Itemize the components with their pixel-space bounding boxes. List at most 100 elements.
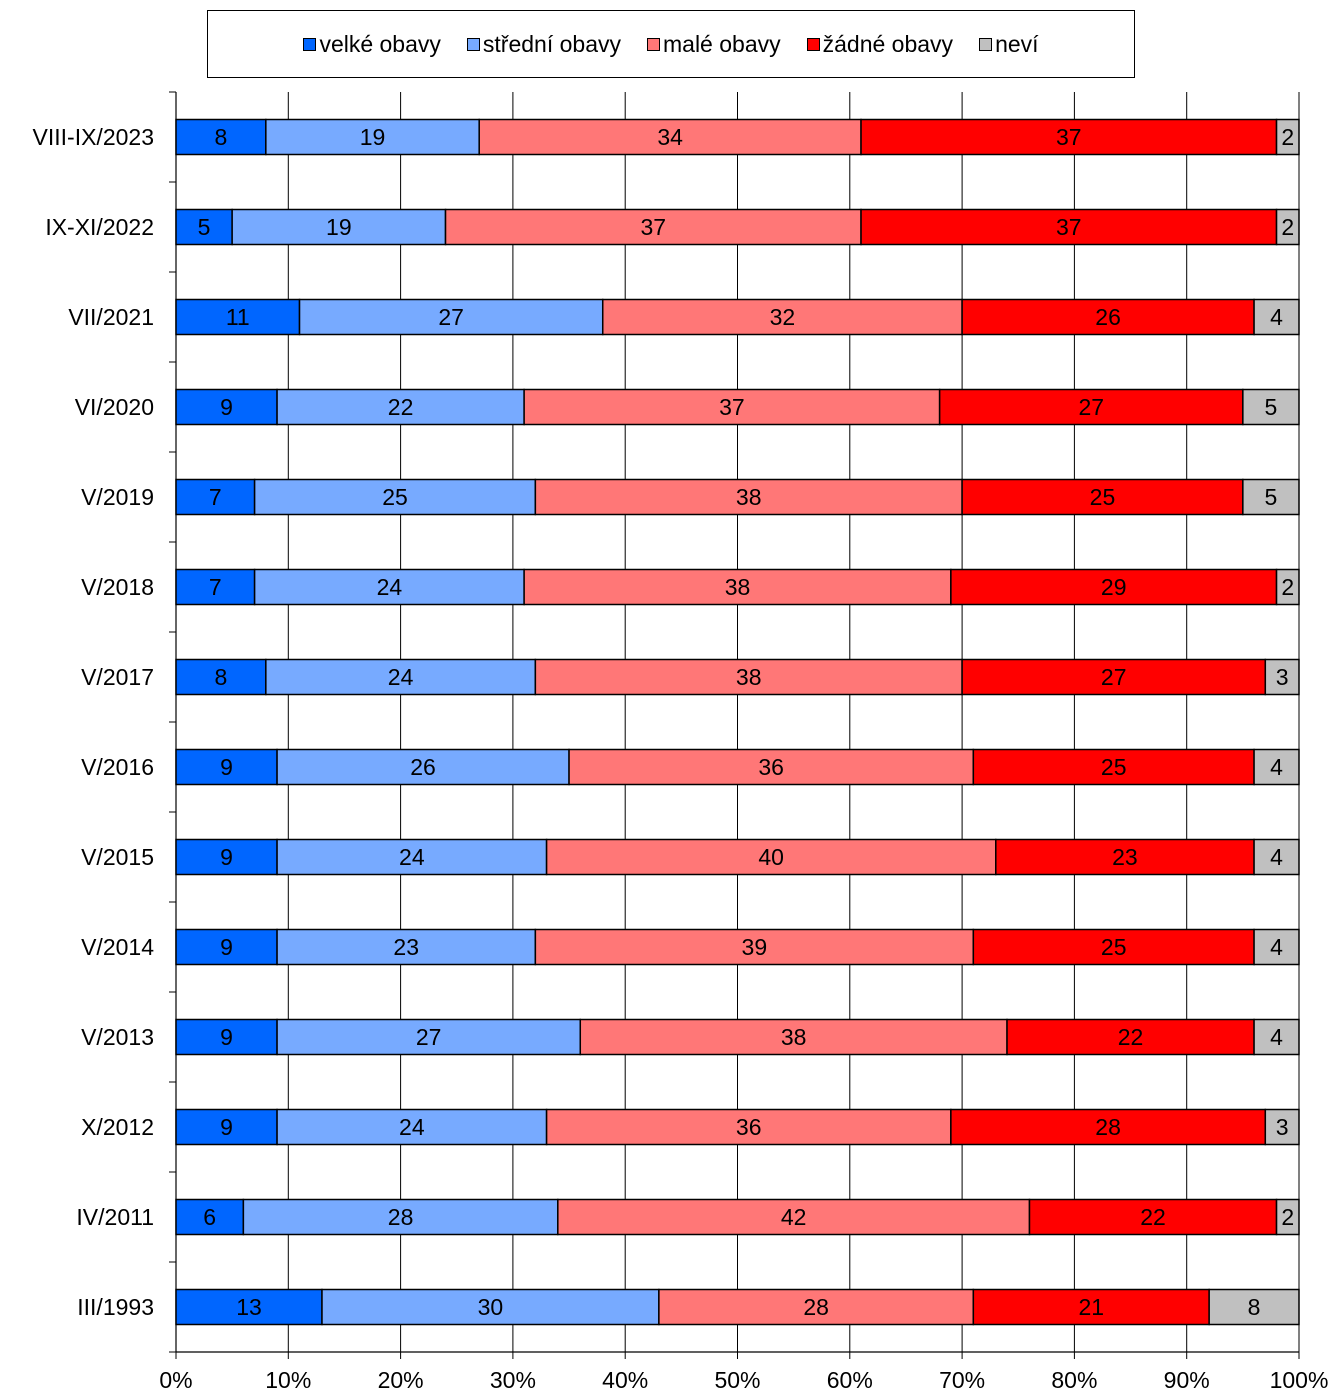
- data-label: 8: [215, 664, 228, 690]
- data-label: 28: [388, 1204, 414, 1230]
- bar-segment: [265, 658, 537, 696]
- bar-segment: [276, 928, 537, 966]
- category-label: V/2014: [81, 934, 154, 960]
- bar-segment: [601, 298, 963, 336]
- legend-label: střední obavy: [482, 30, 621, 57]
- data-label: 9: [220, 1024, 233, 1050]
- bar-segment: [1264, 1108, 1300, 1146]
- bar-segment: [175, 388, 278, 426]
- legend-label: velké obavy: [319, 30, 441, 57]
- category-label: VI/2020: [75, 394, 154, 420]
- bar-segment: [545, 838, 997, 876]
- data-label: 37: [1056, 214, 1082, 240]
- category-label: VII/2021: [68, 304, 154, 330]
- data-label: 38: [736, 664, 762, 690]
- bar-segment: [1253, 1018, 1300, 1056]
- data-label: 9: [220, 394, 233, 420]
- bar-segment: [534, 478, 963, 516]
- legend-item: velké obavy: [303, 30, 441, 58]
- bar-segment: [961, 658, 1267, 696]
- data-label: 23: [393, 934, 419, 960]
- data-label: 5: [1265, 484, 1278, 510]
- legend-item: neví: [979, 31, 1039, 58]
- legend-swatch: [806, 37, 820, 51]
- legend-swatch: [979, 37, 993, 51]
- x-tick-label: 60%: [827, 1367, 873, 1392]
- data-label: 21: [1078, 1294, 1104, 1320]
- bar-segment: [534, 658, 963, 696]
- data-label: 36: [736, 1114, 762, 1140]
- legend-swatch: [466, 37, 480, 51]
- bar-segment: [175, 658, 267, 696]
- data-label: 24: [377, 574, 403, 600]
- data-label: 6: [203, 1204, 216, 1230]
- data-label: 24: [388, 664, 414, 690]
- bar-segment: [298, 298, 604, 336]
- data-label: 32: [770, 304, 796, 330]
- category-label: V/2015: [81, 844, 154, 870]
- data-label: 22: [1140, 1204, 1166, 1230]
- data-label: 4: [1270, 844, 1283, 870]
- data-label: 37: [640, 214, 666, 240]
- bar-segment: [938, 388, 1244, 426]
- bar-segment: [557, 1198, 1031, 1236]
- data-label: 27: [1078, 394, 1104, 420]
- bar-segment: [1253, 298, 1300, 336]
- x-tick-label: 80%: [1051, 1367, 1097, 1392]
- data-label: 38: [781, 1024, 807, 1050]
- data-label: 9: [220, 754, 233, 780]
- bar-segment: [1264, 658, 1300, 696]
- data-label: 40: [758, 844, 784, 870]
- data-label: 22: [1118, 1024, 1144, 1050]
- bar-segment: [175, 1108, 278, 1146]
- data-label: 3: [1276, 1114, 1289, 1140]
- data-label: 19: [360, 124, 386, 150]
- data-label: 29: [1101, 574, 1127, 600]
- bar-segment: [276, 1108, 548, 1146]
- category-label: X/2012: [81, 1114, 154, 1140]
- bar-segment: [175, 208, 233, 246]
- data-label: 8: [1248, 1294, 1261, 1320]
- x-tick-label: 30%: [490, 1367, 536, 1392]
- bar-segment: [568, 748, 975, 786]
- bar-segment: [972, 928, 1255, 966]
- bar-segment: [995, 838, 1255, 876]
- data-label: 9: [220, 1114, 233, 1140]
- data-label: 34: [657, 124, 683, 150]
- bar-segment: [175, 838, 278, 876]
- bar-segment: [972, 748, 1255, 786]
- data-label: 25: [1101, 934, 1127, 960]
- data-label: 28: [1095, 1114, 1121, 1140]
- legend-label: malé obavy: [663, 30, 781, 57]
- data-label: 30: [478, 1294, 504, 1320]
- data-label: 3: [1276, 664, 1289, 690]
- data-label: 36: [758, 754, 784, 780]
- bar-segment: [579, 1018, 1008, 1056]
- legend-item: střední obavy: [466, 30, 621, 58]
- x-tick-label: 40%: [602, 1367, 648, 1392]
- data-label: 5: [198, 214, 211, 240]
- legend: velké obavy střední obavy malé obavy žádné …: [207, 10, 1135, 78]
- data-label: 5: [1265, 394, 1278, 420]
- bar-segment: [860, 118, 1278, 156]
- bar-segment: [961, 298, 1255, 336]
- data-label: 38: [736, 484, 762, 510]
- data-label: 7: [209, 484, 222, 510]
- category-label: IV/2011: [76, 1204, 154, 1230]
- data-label: 4: [1270, 1024, 1283, 1050]
- bar-segment: [1253, 838, 1300, 876]
- bar-segment: [175, 478, 256, 516]
- bar-segment: [972, 1288, 1210, 1326]
- bar-segment: [444, 208, 862, 246]
- bar-segment: [1253, 928, 1300, 966]
- bar-segment: [175, 298, 301, 336]
- x-tick-label: 100%: [1270, 1367, 1329, 1392]
- data-label: 28: [803, 1294, 829, 1320]
- bar-segment: [231, 208, 447, 246]
- data-label: 37: [719, 394, 745, 420]
- data-label: 2: [1281, 1204, 1294, 1230]
- bar-segment: [175, 118, 267, 156]
- bar-segment: [175, 1018, 278, 1056]
- data-label: 42: [781, 1204, 807, 1230]
